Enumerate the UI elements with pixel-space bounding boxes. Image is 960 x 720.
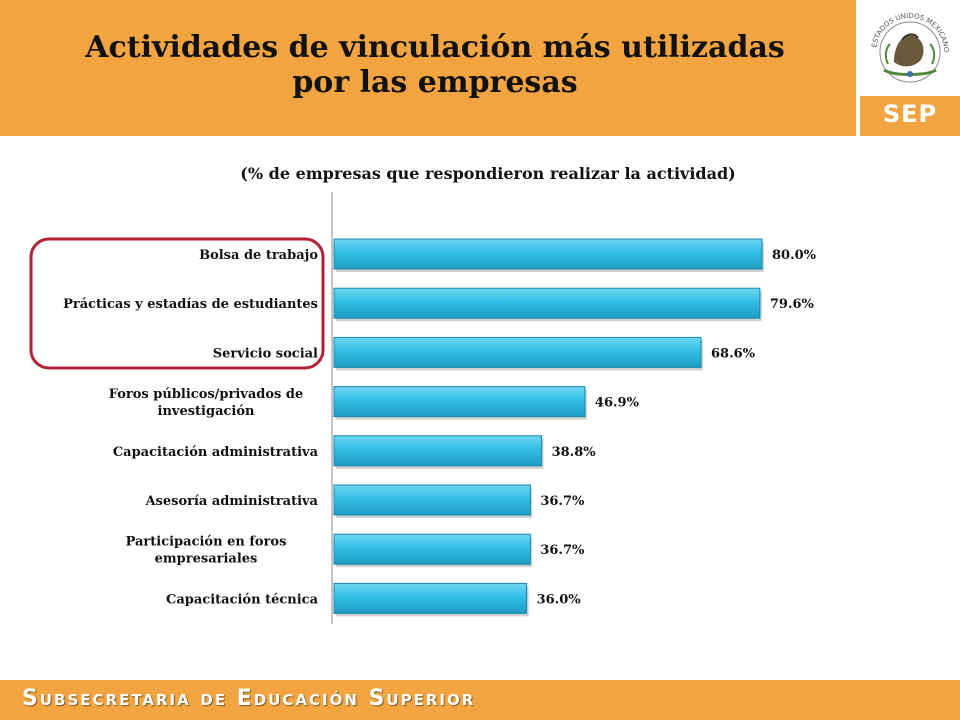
value-label-4: 38.8% bbox=[552, 445, 597, 460]
chart-subtitle: (% de empresas que respondieron realizar… bbox=[240, 164, 736, 183]
value-label-2: 68.6% bbox=[711, 346, 756, 361]
page-title: Actividades de vinculación más utilizada… bbox=[0, 30, 870, 100]
category-label-1: Prácticas y estadías de estudiantes bbox=[63, 297, 318, 312]
value-label-0: 80.0% bbox=[772, 248, 817, 263]
footer-text: Subsecretaria de Educación Superior bbox=[22, 686, 476, 711]
bar-5 bbox=[333, 484, 531, 516]
bar-3 bbox=[333, 386, 586, 418]
highlight-box bbox=[29, 237, 325, 370]
category-label-4: Capacitación administrativa bbox=[113, 445, 319, 460]
category-label-6: Participación en foros empresariales bbox=[126, 535, 287, 567]
footer-band bbox=[0, 680, 960, 720]
bar-4 bbox=[333, 435, 543, 467]
category-label-3: Foros públicos/privados de investigación bbox=[109, 387, 304, 419]
category-label-2: Servicio social bbox=[213, 346, 318, 361]
value-label-5: 36.7% bbox=[540, 494, 585, 509]
value-label-6: 36.7% bbox=[540, 543, 585, 558]
category-label-5: Asesoría administrativa bbox=[144, 494, 318, 509]
value-label-7: 36.0% bbox=[537, 592, 582, 607]
sep-logo-band bbox=[860, 96, 960, 136]
page-title-line1: Actividades de vinculación más utilizada… bbox=[85, 30, 785, 65]
bar-1 bbox=[333, 287, 761, 319]
header-band bbox=[0, 0, 856, 136]
page-title-line2: por las empresas bbox=[292, 65, 578, 100]
category-label-0: Bolsa de trabajo bbox=[199, 248, 318, 263]
value-label-1: 79.6% bbox=[770, 297, 815, 312]
bar-7 bbox=[333, 582, 528, 614]
bar-2 bbox=[333, 336, 702, 368]
category-label-7: Capacitación técnica bbox=[166, 592, 319, 607]
sep-logo-text: SEP bbox=[882, 100, 938, 128]
bar-6 bbox=[333, 533, 531, 565]
bar-0 bbox=[333, 238, 763, 270]
value-label-3: 46.9% bbox=[595, 396, 640, 411]
